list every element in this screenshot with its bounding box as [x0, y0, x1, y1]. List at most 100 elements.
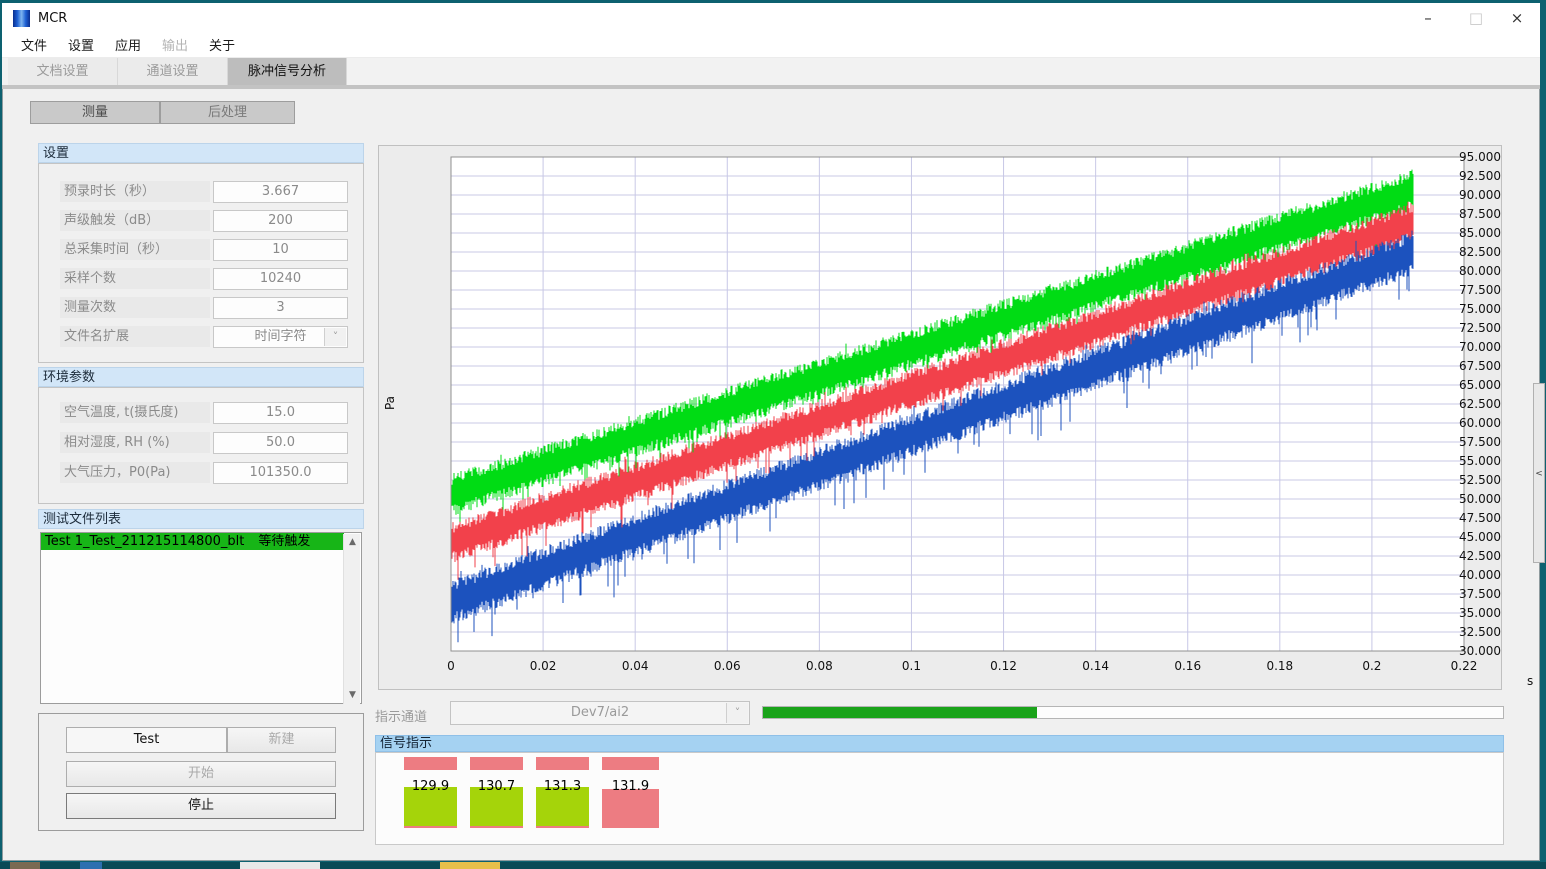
signal-level-box-2: [470, 787, 523, 828]
signal-led-3: [536, 757, 589, 770]
signal-value-2: 130.7: [477, 779, 516, 794]
environment-field-value-2[interactable]: 50.0: [213, 432, 348, 454]
x-tick-label: 0.22: [1450, 659, 1478, 673]
test-name-field[interactable]: Test: [66, 727, 227, 753]
y-tick-label: 42.500: [1459, 549, 1501, 563]
new-button[interactable]: 新建: [227, 727, 336, 753]
x-tick-label: 0.04: [621, 659, 649, 673]
signal-led-2: [470, 757, 523, 770]
y-tick-label: 82.500: [1459, 245, 1501, 259]
x-tick-label: 0.14: [1082, 659, 1109, 673]
tab-3[interactable]: 脉冲信号分析: [228, 58, 347, 85]
x-tick-label: 0.18: [1266, 659, 1294, 673]
close-button[interactable]: ×: [1510, 9, 1524, 27]
app-logo-icon: [13, 10, 30, 27]
progress-bar: [762, 706, 1504, 719]
signal-chart[interactable]: 95.000 92.500 90.000 87.500 85.000 82.500 80.0…: [378, 145, 1533, 690]
file-list-item-1[interactable]: Test 1_Test_211215114800_blt 等待触发: [41, 533, 344, 550]
signal-value-1: 129.9: [411, 779, 450, 794]
y-axis-label: Pa: [383, 395, 398, 411]
test-file-list[interactable]: Test 1_Test_211215114800_blt 等待触发 ▲ ▼: [40, 532, 362, 704]
x-tick-label: 0.08: [806, 659, 833, 673]
tab-strip: 文档设置 通道设置 脉冲信号分析: [2, 58, 1540, 85]
settings-field-label-4: 采样个数: [60, 268, 210, 289]
y-tick-label: 52.500: [1459, 473, 1501, 487]
title-bar[interactable]: MCR – □ ×: [2, 3, 1540, 34]
stop-button[interactable]: 停止: [66, 793, 336, 819]
settings-field-value-5[interactable]: 3: [213, 297, 348, 319]
menu-item-5[interactable]: 关于: [209, 39, 236, 54]
settings-field-label-2: 声级触发（dB）: [60, 210, 210, 231]
settings-value-text: 200: [268, 213, 293, 228]
side-collapse-handle[interactable]: <: [1533, 383, 1545, 563]
maximize-button[interactable]: □: [1468, 9, 1484, 27]
taskbar-icon-3[interactable]: [240, 862, 320, 869]
signal-level-box-4: [602, 789, 659, 828]
file-list-header: 测试文件列表: [38, 509, 364, 529]
tab-1[interactable]: 文档设置: [8, 58, 118, 85]
taskbar-icon-2[interactable]: [80, 862, 102, 869]
settings-field-value-1[interactable]: 3.667: [213, 181, 348, 203]
taskbar-icon-4[interactable]: [440, 862, 500, 869]
settings-field-value-6[interactable]: 时间字符 ˅: [213, 326, 348, 348]
environment-field-label-2: 相对湿度, RH (%): [60, 432, 210, 453]
tab-2[interactable]: 通道设置: [118, 58, 228, 85]
x-tick-label: 0.1: [901, 659, 921, 673]
signal-value-4: 131.9: [611, 779, 650, 794]
settings-field-value-3[interactable]: 10: [213, 239, 348, 261]
minimize-button[interactable]: –: [1424, 9, 1432, 27]
indicator-channel-dropdown[interactable]: Dev7/ai2 ˅: [450, 701, 750, 725]
y-tick-label: 30.000: [1459, 644, 1501, 658]
start-button[interactable]: 开始: [66, 761, 336, 787]
settings-field-label-3: 总采集时间（秒）: [60, 239, 210, 260]
y-tick-label: 65.000: [1459, 378, 1501, 392]
settings-value-text: 10: [272, 242, 289, 257]
y-tick-label: 50.000: [1459, 492, 1501, 506]
scroll-down-icon[interactable]: ▼: [349, 690, 356, 700]
scroll-up-icon[interactable]: ▲: [349, 537, 356, 547]
chevron-down-icon[interactable]: ˅: [726, 703, 748, 723]
menu-item-2[interactable]: 设置: [68, 39, 95, 54]
plot-border: [450, 156, 1465, 652]
progress-fill: [763, 707, 1037, 718]
chevron-down-icon[interactable]: ˅: [324, 328, 346, 346]
subtab-postprocess[interactable]: 后处理: [160, 101, 295, 124]
y-tick-label: 45.000: [1459, 530, 1501, 544]
x-axis-label: s: [1527, 674, 1534, 688]
signal-level-box-3: [536, 787, 589, 828]
x-tick-label: 0: [447, 659, 455, 673]
x-tick-label: 0.12: [990, 659, 1017, 673]
taskbar-icon-1[interactable]: [10, 862, 40, 869]
settings-field-value-2[interactable]: 200: [213, 210, 348, 232]
indicator-channel-label: 指示通道: [375, 710, 428, 725]
settings-field-label-6: 文件名扩展: [60, 326, 210, 347]
y-tick-label: 67.500: [1459, 359, 1501, 373]
y-tick-label: 35.000: [1459, 606, 1501, 620]
y-tick-label: 47.500: [1459, 511, 1501, 525]
y-tick-label: 92.500: [1459, 169, 1501, 183]
y-tick-label: 75.000: [1459, 302, 1501, 316]
y-tick-label: 32.500: [1459, 625, 1501, 639]
subtab-measure[interactable]: 测量: [30, 101, 160, 124]
menu-item-4[interactable]: 输出: [162, 39, 189, 54]
taskbar[interactable]: [0, 862, 1546, 869]
y-tick-label: 55.000: [1459, 454, 1501, 468]
menu-item-1[interactable]: 文件: [21, 39, 48, 54]
y-tick-label: 95.000: [1459, 150, 1501, 164]
file-list-scrollbar[interactable]: ▲ ▼: [343, 534, 360, 704]
environment-field-value-1[interactable]: 15.0: [213, 402, 348, 424]
settings-field-value-4[interactable]: 10240: [213, 268, 348, 290]
file-list-items: Test 1_Test_211215114800_blt 等待触发: [41, 533, 361, 550]
file-name: Test 1_Test_211215114800_blt: [45, 534, 245, 549]
x-tick-label: 0.02: [529, 659, 557, 673]
environment-field-label-1: 空气温度, t(摄氏度): [60, 402, 210, 423]
environment-value-text: 50.0: [266, 435, 295, 450]
environment-field-value-3[interactable]: 101350.0: [213, 462, 348, 484]
menu-item-3[interactable]: 应用: [115, 39, 142, 54]
y-tick-label: 57.500: [1459, 435, 1501, 449]
signal-led-1: [404, 757, 457, 770]
y-tick-label: 62.500: [1459, 397, 1501, 411]
settings-value-text: 时间字符: [254, 329, 307, 344]
y-tick-label: 77.500: [1459, 283, 1501, 297]
settings-value-text: 10240: [259, 271, 302, 286]
